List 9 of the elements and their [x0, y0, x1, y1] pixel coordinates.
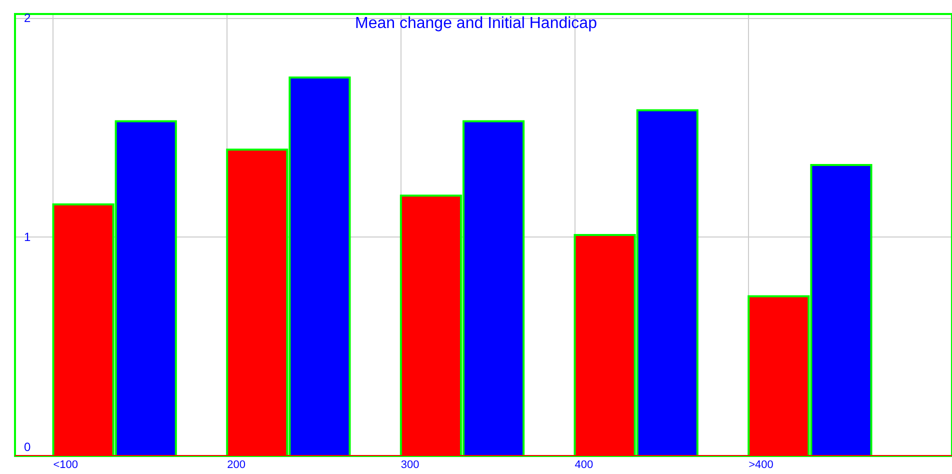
- chart-title: Mean change and Initial Handicap: [355, 14, 598, 32]
- y-tick-label: 2: [24, 11, 31, 25]
- x-tick-label: 300: [400, 459, 420, 471]
- x-tick-label: >400: [748, 459, 774, 471]
- y-tick-label: 1: [24, 230, 31, 244]
- x-tick-label: 200: [227, 459, 246, 471]
- x-tick-label: 400: [574, 459, 594, 471]
- y-tick-label: 0: [24, 440, 31, 454]
- x-tick-label: <100: [53, 459, 78, 471]
